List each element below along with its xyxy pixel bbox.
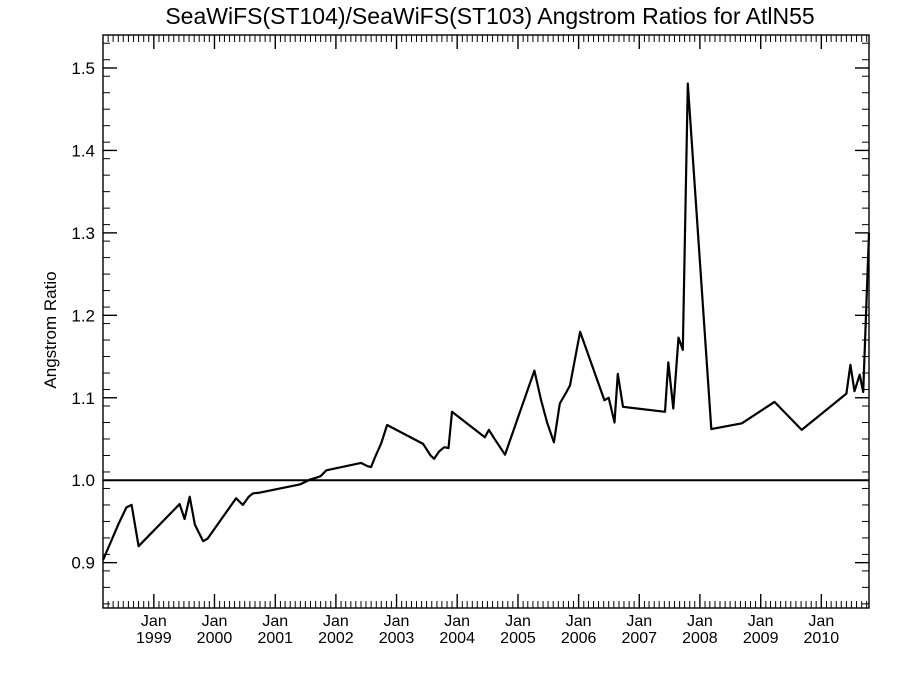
x-tick-month-label: Jan [566,613,592,630]
x-tick-month-label: Jan [505,613,531,630]
x-tick-month-label: Jan [444,613,470,630]
axis-tick-labels: 0.91.01.11.21.31.41.5Jan1999Jan2000Jan20… [71,59,839,647]
y-tick-label: 1.2 [71,306,95,325]
x-tick-year-label: 1999 [136,630,172,647]
axis-ticks [102,35,869,608]
y-tick-label: 1.5 [71,59,95,78]
x-tick-month-label: Jan [687,613,713,630]
x-tick-year-label: 2002 [318,630,354,647]
plot-frame [102,34,870,609]
x-tick-year-label: 2007 [621,630,657,647]
x-tick-month-label: Jan [262,613,288,630]
x-tick-year-label: 2008 [682,630,718,647]
x-tick-year-label: 2001 [257,630,293,647]
y-tick-label: 0.9 [71,554,95,573]
y-tick-label: 1.1 [71,389,95,408]
chart-title: SeaWiFS(ST104)/SeaWiFS(ST103) Angstrom R… [165,3,814,29]
x-tick-month-label: Jan [323,613,349,630]
x-tick-month-label: Jan [141,613,167,630]
x-tick-month-label: Jan [808,613,834,630]
y-tick-label: 1.4 [71,141,95,160]
series-line-angstrom-ratio [101,82,871,561]
y-tick-label: 1.3 [71,224,95,243]
x-tick-year-label: 2009 [743,630,779,647]
x-tick-year-label: 2006 [561,630,597,647]
x-tick-year-label: 2000 [197,630,233,647]
x-tick-month-label: Jan [748,613,774,630]
x-tick-year-label: 2005 [500,630,536,647]
x-tick-month-label: Jan [384,613,410,630]
x-tick-year-label: 2003 [379,630,415,647]
y-tick-label: 1.0 [71,471,95,490]
x-tick-month-label: Jan [626,613,652,630]
x-tick-month-label: Jan [202,613,228,630]
y-axis-label: Angstrom Ratio [41,271,60,388]
x-tick-year-label: 2004 [439,630,475,647]
data-points [102,83,870,562]
x-tick-year-label: 2010 [804,630,840,647]
